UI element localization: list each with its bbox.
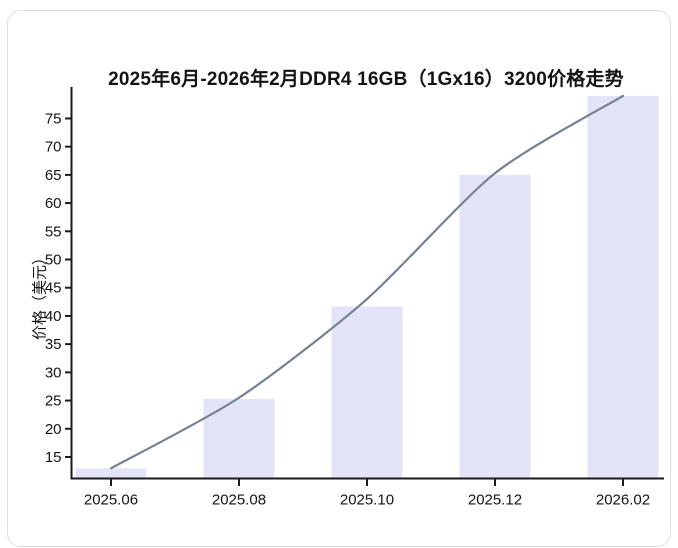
- price-trend-line: [109, 94, 625, 470]
- bar-2025.12: [459, 174, 531, 478]
- y-tick-label: 50: [45, 252, 62, 269]
- y-tick-label: 40: [45, 308, 62, 325]
- bar-2026.02: [587, 95, 659, 478]
- chart-title: 2025年6月-2026年2月DDR4 16GB（1Gx16）3200价格走势: [108, 69, 624, 90]
- y-tick-label: 45: [45, 280, 62, 297]
- y-tick-label: 75: [45, 110, 62, 127]
- y-tick-label: 15: [45, 449, 62, 466]
- y-tick-label: 35: [45, 336, 62, 353]
- x-tick-label: 2025.10: [340, 492, 394, 509]
- y-tick-label: 65: [45, 167, 62, 184]
- x-tick-label: 2025.08: [212, 492, 266, 509]
- y-tick-label: 30: [45, 364, 62, 381]
- bar-2025.06: [75, 468, 147, 478]
- y-tick-label: 60: [45, 195, 62, 212]
- y-tick-label: 70: [45, 139, 62, 156]
- x-tick-label: 2025.12: [468, 492, 522, 509]
- x-tick-label: 2025.06: [84, 492, 138, 509]
- x-tick-label: 2026.02: [596, 492, 650, 509]
- bar-2025.08: [203, 398, 275, 478]
- bar-2025.10: [331, 306, 403, 478]
- y-tick-label: 25: [45, 393, 62, 410]
- y-tick-label: 55: [45, 223, 62, 240]
- y-tick-label: 20: [45, 421, 62, 438]
